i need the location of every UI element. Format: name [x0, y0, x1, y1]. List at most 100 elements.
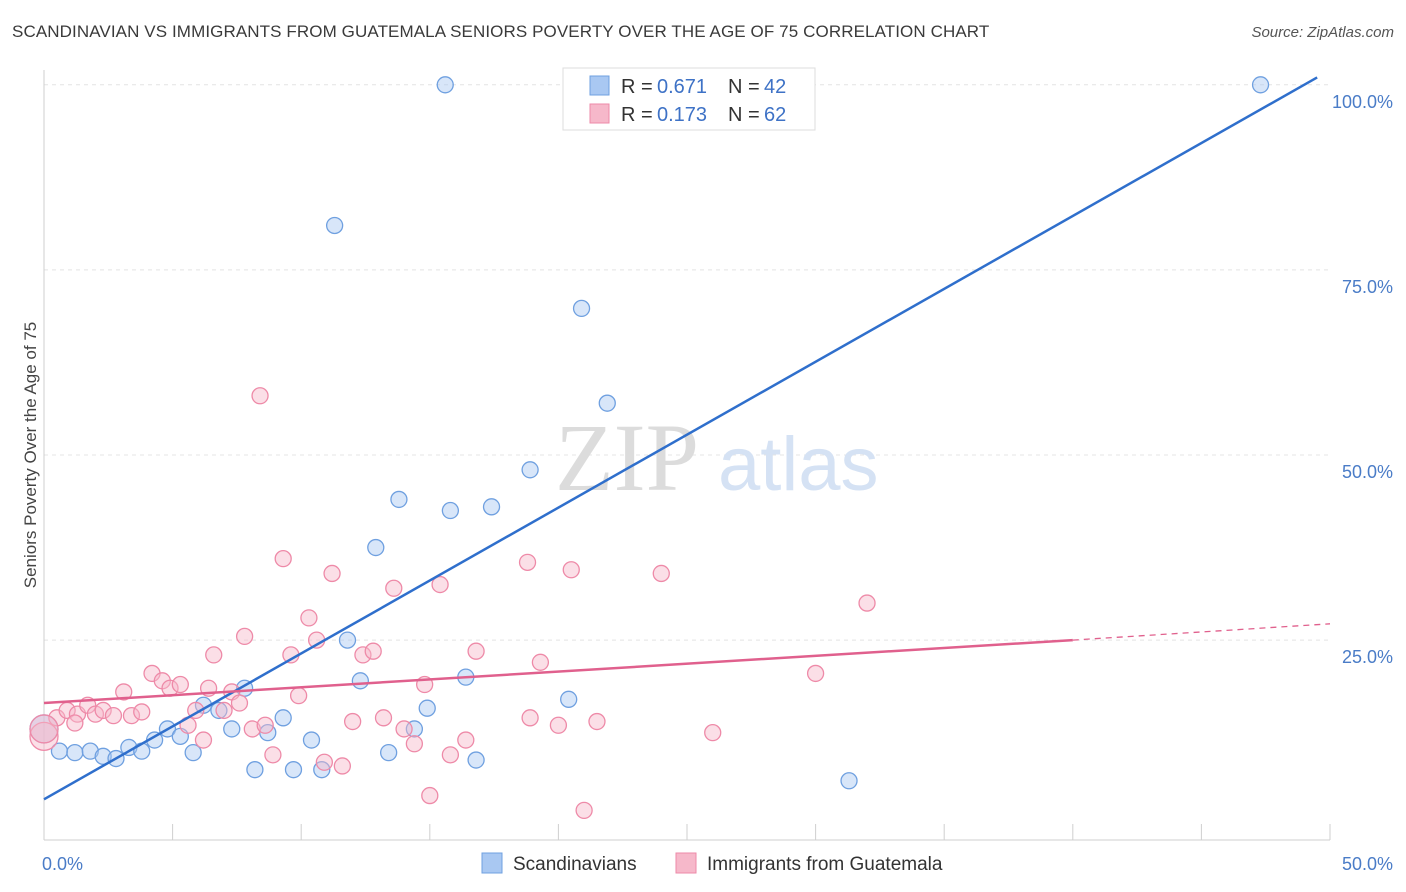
point-series1-33 — [315, 753, 333, 771]
point-series1-61 — [66, 714, 84, 732]
point-series1-51 — [531, 653, 550, 671]
watermark-zip: ZIP — [555, 404, 699, 511]
point-series0-34 — [482, 498, 501, 516]
point-series1-40 — [385, 579, 403, 597]
point-series0-7 — [133, 742, 151, 760]
point-series1-25 — [251, 387, 269, 405]
point-series1-39 — [374, 709, 393, 727]
x-tick-labels: 0.0% 50.0% — [42, 854, 1393, 874]
point-series1-41 — [395, 720, 413, 738]
point-series1-31 — [300, 609, 318, 627]
watermark-atlas: atlas — [718, 422, 879, 507]
point-series0-26 — [379, 743, 398, 762]
point-series1-38 — [364, 642, 382, 660]
point-series1-56 — [652, 564, 670, 583]
point-series1-28 — [274, 550, 292, 568]
legend-r-label-2: R = — [621, 104, 653, 126]
y-tick-label-1: 50.0% — [1342, 462, 1393, 482]
bottom-legend-label-guatemala: Immigrants from Guatemala — [707, 854, 943, 875]
axes — [43, 70, 1331, 841]
point-series1-44 — [421, 786, 439, 805]
point-series1-30 — [289, 686, 308, 705]
y-tick-label-3: 100.0% — [1332, 92, 1393, 112]
point-series0-20 — [302, 731, 321, 749]
point-series0-19 — [284, 761, 303, 779]
point-series0-13 — [210, 701, 228, 720]
legend-n-value-2: 62 — [764, 104, 786, 126]
point-series1-45 — [431, 575, 449, 594]
point-series1-26 — [256, 716, 274, 734]
watermark: ZIP atlas — [555, 404, 879, 511]
point-series1-60 — [29, 714, 59, 744]
legend-n-label-1: N = — [728, 76, 760, 98]
point-series0-38 — [598, 394, 616, 412]
point-series1-6 — [94, 701, 112, 720]
data-points — [29, 76, 1270, 820]
point-series0-36 — [560, 690, 578, 708]
point-series1-42 — [405, 735, 424, 753]
point-series0-16 — [246, 761, 264, 779]
legend-r-value-2: 0.173 — [657, 104, 707, 126]
point-series1-10 — [133, 703, 151, 721]
y-tick-label-0: 25.0% — [1342, 647, 1393, 667]
bottom-legend: Scandinavians Immigrants from Guatemala — [481, 852, 943, 875]
point-series0-25 — [367, 538, 385, 557]
legend-r-label-1: R = — [621, 76, 653, 98]
point-series1-47 — [457, 731, 475, 749]
point-series1-14 — [171, 675, 189, 694]
point-series1-36 — [343, 712, 362, 731]
bottom-legend-swatch-scandinavians — [481, 852, 503, 874]
point-series1-19 — [205, 646, 223, 664]
bottom-legend-label-scandinavians: Scandinavians — [513, 854, 637, 875]
chart-source: Source: ZipAtlas.com — [1251, 24, 1394, 41]
x-tick-label-1: 50.0% — [1342, 854, 1393, 874]
point-series1-48 — [467, 642, 485, 660]
point-series1-20 — [215, 701, 233, 720]
point-series1-35 — [333, 757, 352, 775]
point-series0-41 — [1251, 76, 1270, 94]
point-series0-14 — [223, 720, 241, 738]
point-series0-35 — [521, 461, 539, 479]
point-series0-31 — [441, 501, 460, 520]
point-series1-46 — [441, 746, 460, 764]
point-series1-0 — [29, 721, 59, 751]
point-series1-55 — [588, 712, 606, 731]
point-series1-50 — [521, 709, 539, 727]
point-series1-7 — [104, 706, 123, 725]
y-tick-label-2: 75.0% — [1342, 277, 1393, 297]
trendline-series1 — [43, 638, 1073, 705]
legend-n-value-1: 42 — [764, 76, 786, 98]
legend-swatch-scandinavians — [589, 75, 610, 96]
point-series0-33 — [467, 751, 485, 769]
legend-n-label-2: N = — [728, 104, 760, 126]
point-series1-23 — [235, 627, 254, 646]
trend-lines — [43, 76, 1331, 801]
point-series0-3 — [81, 742, 99, 760]
point-series1-58 — [806, 664, 825, 683]
point-series1-37 — [354, 646, 372, 664]
point-series1-59 — [858, 594, 876, 612]
point-series1-24 — [243, 720, 261, 738]
point-series1-49 — [518, 553, 537, 572]
point-series1-27 — [264, 746, 282, 764]
legend-r-value-1: 0.671 — [657, 76, 707, 98]
legend-swatch-guatemala — [589, 103, 610, 124]
x-tick-label-0: 0.0% — [42, 854, 83, 874]
point-series1-57 — [704, 723, 722, 742]
legend: R = 0.671 N = 42 R = 0.173 N = 62 — [562, 67, 816, 131]
grid-lines — [44, 84, 1330, 641]
bottom-legend-swatch-guatemala — [675, 852, 697, 874]
point-series0-18 — [274, 709, 292, 727]
chart-title: SCANDINAVIAN VS IMMIGRANTS FROM GUATEMAL… — [12, 22, 990, 41]
point-series1-54 — [575, 801, 593, 820]
trendline-series0 — [43, 76, 1318, 801]
point-series1-53 — [562, 561, 580, 579]
point-series0-11 — [184, 743, 202, 762]
trendline-extension-series1 — [1072, 623, 1331, 641]
point-series1-52 — [549, 716, 568, 734]
point-series0-24 — [351, 672, 370, 690]
point-series1-22 — [230, 694, 249, 712]
y-axis-label: Seniors Poverty Over the Age of 75 — [21, 322, 40, 588]
y-tick-labels: 25.0% 50.0% 75.0% 100.0% — [1332, 92, 1393, 667]
